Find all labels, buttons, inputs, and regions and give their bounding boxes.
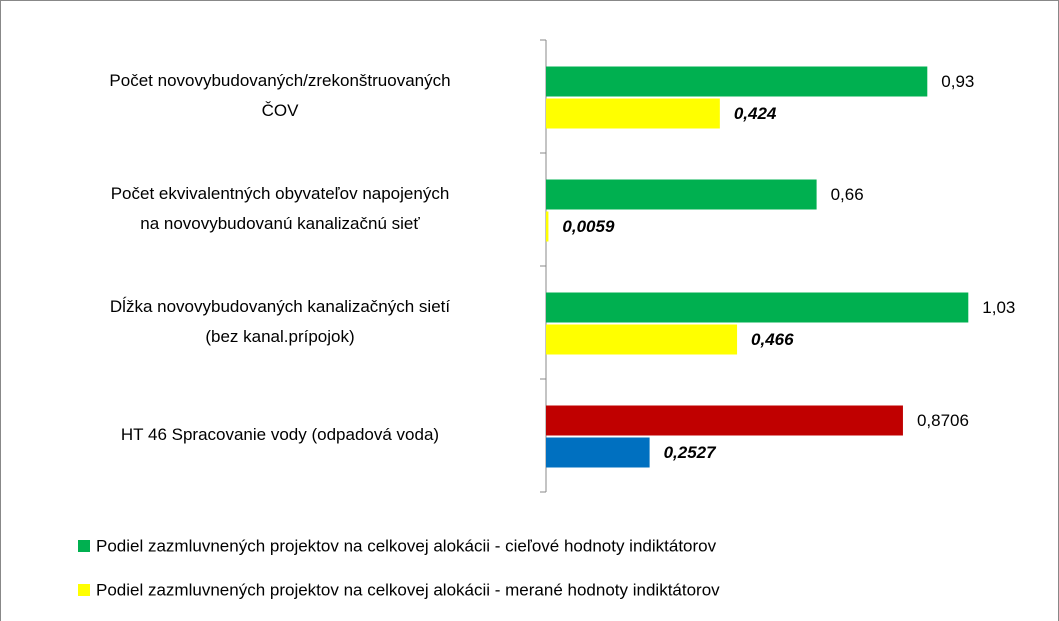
bar <box>546 405 903 436</box>
bar <box>546 437 650 468</box>
data-label: 0,66 <box>831 185 864 204</box>
legend-label: Podiel zazmluvnených projektov na celkov… <box>96 536 717 555</box>
data-label: 0,93 <box>941 72 974 91</box>
bar <box>546 211 549 242</box>
y-tick-label: ČOV <box>262 101 300 120</box>
legend-swatch <box>78 584 90 596</box>
data-label: 1,03 <box>982 298 1015 317</box>
data-label: 0,8706 <box>917 411 969 430</box>
bar <box>546 324 738 355</box>
y-tick-label: Počet novovybudovaných/zrekonštruovaných <box>109 71 450 90</box>
data-label: 0,2527 <box>664 443 718 462</box>
y-tick-label: Počet ekvivalentných obyvateľov napojený… <box>111 184 450 203</box>
y-tick-label: HT 46 Spracovanie vody (odpadová voda) <box>121 425 439 444</box>
data-label: 0,466 <box>751 330 794 349</box>
data-label: 0,0059 <box>562 217 615 236</box>
bar <box>546 66 928 97</box>
legend-label: Podiel zazmluvnených projektov na celkov… <box>96 580 720 599</box>
bar <box>546 179 817 210</box>
y-tick-label: na novovybudovanú kanalizačnú sieť <box>140 214 420 233</box>
legend-swatch <box>78 540 90 552</box>
bar <box>546 98 720 129</box>
bar <box>546 292 969 323</box>
y-tick-label: (bez kanal.prípojok) <box>205 327 354 346</box>
y-tick-label: Dĺžka novovybudovaných kanalizačných sie… <box>110 297 450 316</box>
data-label: 0,424 <box>734 104 777 123</box>
